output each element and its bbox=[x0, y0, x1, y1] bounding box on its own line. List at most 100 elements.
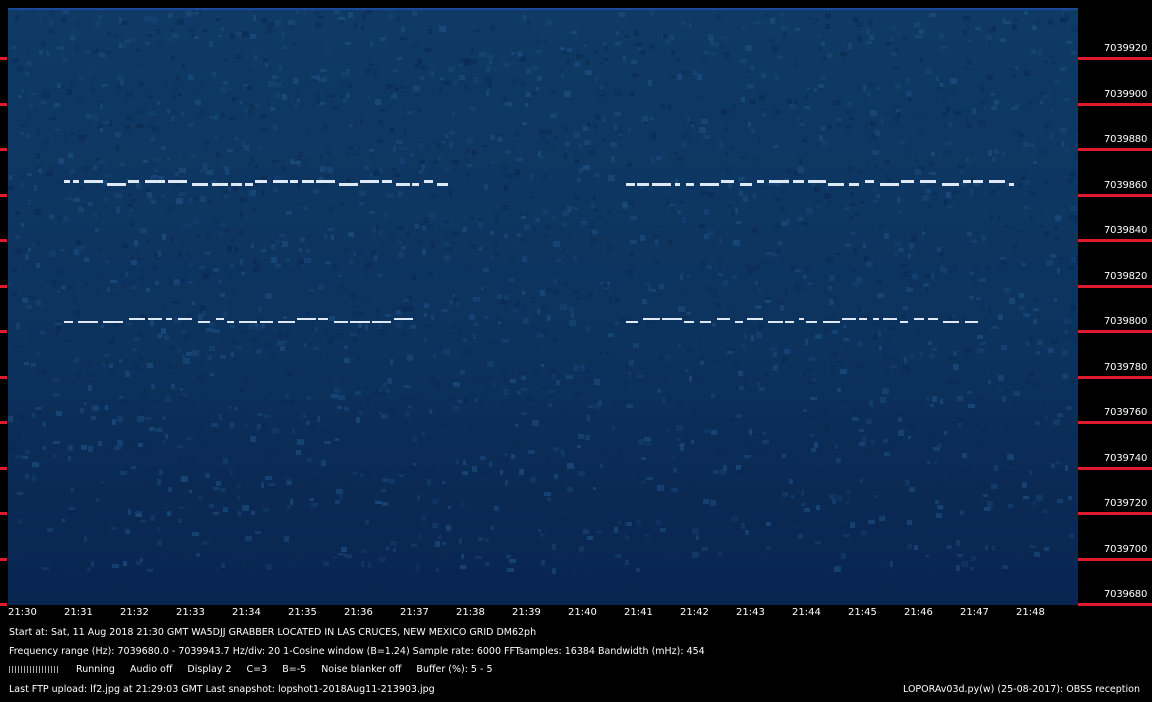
noise-speckle bbox=[829, 299, 834, 305]
noise-speckle bbox=[512, 443, 518, 449]
noise-speckle bbox=[365, 324, 368, 330]
noise-speckle bbox=[420, 392, 423, 397]
noise-speckle bbox=[15, 248, 22, 253]
noise-speckle bbox=[252, 208, 258, 211]
noise-speckle bbox=[872, 150, 879, 155]
noise-speckle bbox=[704, 51, 709, 54]
noise-speckle bbox=[762, 440, 769, 444]
noise-speckle bbox=[825, 206, 829, 209]
noise-speckle bbox=[994, 100, 999, 105]
signal-trace bbox=[192, 183, 208, 186]
noise-speckle bbox=[589, 150, 595, 156]
noise-speckle bbox=[718, 552, 722, 556]
noise-speckle bbox=[126, 116, 133, 121]
noise-speckle bbox=[973, 231, 979, 234]
noise-speckle bbox=[431, 315, 434, 320]
noise-speckle bbox=[615, 42, 621, 45]
noise-speckle bbox=[540, 290, 545, 296]
noise-speckle bbox=[582, 125, 589, 131]
noise-speckle bbox=[377, 139, 383, 143]
noise-speckle bbox=[144, 479, 147, 482]
noise-speckle bbox=[743, 198, 748, 202]
left-tick bbox=[0, 102, 7, 106]
noise-speckle bbox=[283, 340, 287, 343]
noise-speckle bbox=[1000, 257, 1006, 260]
noise-speckle bbox=[977, 335, 983, 339]
noise-speckle bbox=[511, 149, 514, 155]
noise-speckle bbox=[778, 300, 785, 306]
noise-speckle bbox=[220, 355, 226, 359]
noise-speckle bbox=[971, 68, 976, 71]
noise-speckle bbox=[209, 322, 215, 327]
noise-speckle bbox=[295, 94, 300, 99]
noise-speckle bbox=[408, 405, 412, 408]
signal-trace bbox=[128, 180, 139, 183]
noise-speckle bbox=[206, 232, 209, 237]
noise-speckle bbox=[757, 382, 760, 386]
noise-speckle bbox=[1076, 133, 1078, 137]
noise-speckle bbox=[449, 131, 455, 135]
noise-speckle bbox=[887, 178, 892, 182]
noise-speckle bbox=[707, 265, 712, 269]
noise-speckle bbox=[863, 535, 866, 541]
noise-speckle bbox=[158, 275, 161, 281]
noise-speckle bbox=[918, 29, 924, 34]
signal-trace bbox=[255, 180, 267, 183]
noise-speckle bbox=[1028, 371, 1034, 376]
noise-speckle bbox=[372, 229, 376, 233]
noise-speckle bbox=[587, 123, 590, 127]
noise-speckle bbox=[903, 306, 908, 310]
time-label: 21:44 bbox=[792, 607, 821, 618]
noise-speckle bbox=[726, 167, 729, 173]
noise-speckle bbox=[983, 494, 988, 497]
noise-speckle bbox=[80, 408, 84, 413]
noise-speckle bbox=[21, 89, 24, 93]
noise-speckle bbox=[916, 330, 922, 333]
noise-speckle bbox=[902, 365, 909, 371]
noise-speckle bbox=[478, 537, 483, 541]
noise-speckle bbox=[515, 132, 519, 137]
noise-speckle bbox=[1044, 413, 1049, 418]
noise-speckle bbox=[371, 68, 377, 71]
noise-speckle bbox=[382, 502, 388, 506]
noise-speckle bbox=[526, 68, 531, 74]
noise-speckle bbox=[883, 353, 887, 357]
noise-speckle bbox=[526, 92, 531, 97]
noise-speckle bbox=[508, 278, 514, 282]
signal-trace bbox=[394, 318, 413, 320]
noise-speckle bbox=[86, 114, 92, 119]
noise-speckle bbox=[220, 293, 225, 297]
noise-speckle bbox=[28, 248, 31, 252]
noise-speckle bbox=[615, 90, 621, 96]
noise-speckle bbox=[673, 152, 678, 155]
noise-speckle bbox=[94, 214, 97, 217]
noise-speckle bbox=[574, 196, 580, 200]
noise-speckle bbox=[644, 534, 650, 537]
noise-speckle bbox=[543, 235, 548, 239]
noise-speckle bbox=[811, 22, 816, 25]
noise-speckle bbox=[1054, 298, 1057, 302]
noise-speckle bbox=[442, 481, 445, 484]
noise-speckle bbox=[511, 454, 515, 459]
noise-speckle bbox=[979, 120, 986, 126]
noise-speckle bbox=[541, 560, 545, 566]
noise-speckle bbox=[1026, 342, 1030, 346]
noise-speckle bbox=[738, 177, 745, 181]
noise-speckle bbox=[71, 498, 77, 504]
noise-speckle bbox=[926, 569, 931, 573]
noise-speckle bbox=[1066, 406, 1072, 410]
noise-speckle bbox=[389, 236, 395, 242]
noise-speckle bbox=[105, 174, 109, 177]
noise-speckle bbox=[140, 228, 147, 233]
noise-speckle bbox=[746, 264, 749, 269]
noise-speckle bbox=[699, 261, 706, 266]
noise-speckle bbox=[28, 334, 31, 338]
noise-speckle bbox=[342, 99, 347, 102]
noise-speckle bbox=[838, 511, 844, 516]
noise-speckle bbox=[623, 56, 626, 61]
noise-speckle bbox=[675, 58, 680, 61]
noise-speckle bbox=[323, 331, 330, 334]
noise-speckle bbox=[997, 215, 1000, 220]
noise-speckle bbox=[970, 189, 973, 195]
noise-speckle bbox=[501, 374, 506, 380]
